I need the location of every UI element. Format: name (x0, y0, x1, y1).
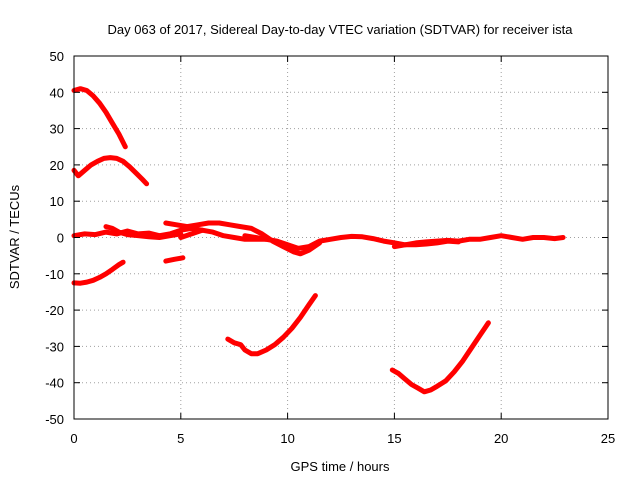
series-arc-10 (391, 233, 566, 250)
y-tick-label: 20 (50, 158, 64, 173)
y-tick-label: -30 (45, 339, 64, 354)
y-tick-label: -10 (45, 267, 64, 282)
x-tick-label: 25 (601, 431, 615, 446)
x-tick-label: 0 (70, 431, 77, 446)
x-tick-label: 15 (387, 431, 401, 446)
x-tick-label: 5 (177, 431, 184, 446)
series-arc-8 (163, 220, 323, 257)
x-tick-label: 20 (494, 431, 508, 446)
y-tick-label: -20 (45, 303, 64, 318)
series-arc-11 (225, 293, 318, 357)
y-tick-label: -40 (45, 376, 64, 391)
y-axis-label: SDTVAR / TECUs (7, 184, 22, 289)
series-arc-6 (103, 224, 184, 240)
chart-title: Day 063 of 2017, Sidereal Day-to-day VTE… (107, 22, 573, 37)
series-layer (71, 86, 566, 395)
series-arc-12 (389, 320, 491, 395)
x-tick-label: 10 (280, 431, 294, 446)
y-tick-label: 10 (50, 194, 64, 209)
tick-layer: 0 5 10 15 20 25 -50 -40 -30 -20 -10 0 10 20 30 40 50 (45, 49, 615, 446)
series-arc-2 (71, 155, 150, 187)
y-tick-label: -50 (45, 412, 64, 427)
y-tick-label: 30 (50, 122, 64, 137)
y-tick-label: 40 (50, 85, 64, 100)
series-arc-3 (71, 259, 126, 286)
y-tick-label: 0 (57, 231, 64, 246)
series-arc-1 (71, 86, 128, 150)
series-arc-4 (163, 255, 186, 264)
y-tick-label: 50 (50, 49, 64, 64)
x-axis-label: GPS time / hours (291, 459, 390, 474)
